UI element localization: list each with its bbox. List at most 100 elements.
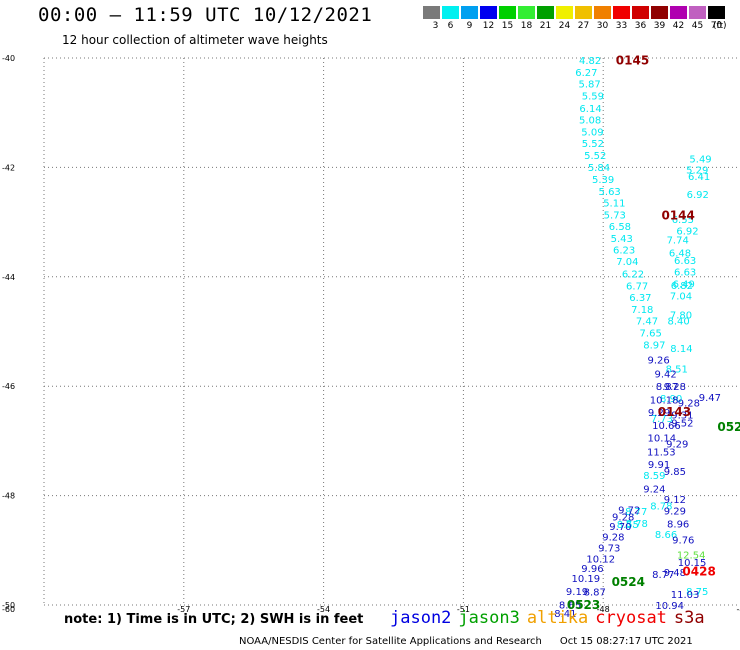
data-point: 11.03 <box>671 590 700 601</box>
data-point: 5.09 <box>581 127 603 138</box>
satellite-cryosat: cryosat <box>595 608 667 628</box>
legend-swatch <box>423 6 440 19</box>
data-point: 4.82 <box>579 56 601 67</box>
data-point: 6.77 <box>626 282 648 293</box>
legend-swatch <box>689 6 706 19</box>
data-point: 9.47 <box>699 393 721 404</box>
data-point: 8.41 <box>554 609 576 620</box>
data-point: 9.42 <box>654 370 676 381</box>
credit-line: NOAA/NESDIS Center for Satellite Applica… <box>239 636 711 647</box>
time-stamp-label: 0523 <box>567 598 600 612</box>
data-point: 9.73 <box>598 544 620 555</box>
data-point: 8.97 <box>643 341 665 352</box>
legend-swatch <box>499 6 516 19</box>
satellite-jason3: jason3 <box>458 608 520 628</box>
x-tick-label: -48 <box>597 605 610 614</box>
data-point: 9.28 <box>612 512 634 523</box>
generated-timestamp: Oct 15 08:27:17 UTC 2021 <box>559 636 693 647</box>
data-point: 6.41 <box>688 172 710 183</box>
time-stamp-label: 052 <box>717 420 740 434</box>
data-point: 5.11 <box>603 198 625 209</box>
data-point: 8.87 <box>584 587 606 598</box>
legend-swatch <box>442 6 459 19</box>
data-point: 6.63 <box>674 256 696 267</box>
data-point: 10.14 <box>647 434 676 445</box>
time-stamp-label: 0428 <box>682 565 715 579</box>
legend-label: 21 <box>539 21 552 31</box>
data-point: 5.29 <box>686 166 708 177</box>
legend-label: 24 <box>558 21 571 31</box>
legend-label: 3 <box>432 21 439 31</box>
legend-label: 9 <box>466 21 473 31</box>
legend-swatch <box>575 6 592 19</box>
data-point: 8.96 <box>667 519 689 530</box>
data-point: 9.29 <box>648 408 670 419</box>
legend-swatch <box>461 6 478 19</box>
legend-swatch <box>613 6 630 19</box>
legend-swatch <box>708 6 725 19</box>
data-point: 9.12 <box>664 495 686 506</box>
data-point: 6.48 <box>669 249 691 260</box>
data-point: 9.28 <box>678 399 700 410</box>
data-point: 10.19 <box>572 574 601 585</box>
x-tick-label: -57 <box>177 605 190 614</box>
legend-swatch <box>518 6 535 19</box>
legend-label: 15 <box>501 21 514 31</box>
data-point: 9.26 <box>647 355 669 366</box>
data-point: 8.78 <box>650 501 672 512</box>
data-point: 6.58 <box>609 222 631 233</box>
legend-label: 27 <box>577 21 590 31</box>
data-point: 9.52 <box>671 418 693 429</box>
y-tick-label: -42 <box>2 163 15 172</box>
data-point: 8.90 <box>660 394 682 405</box>
legend-label: 6 <box>447 21 454 31</box>
data-point: 5.43 <box>611 234 633 245</box>
data-point: 8.14 <box>670 344 692 355</box>
data-point: 5.08 <box>579 115 601 126</box>
data-point: 7.73 <box>651 414 673 425</box>
data-point: 6.82 <box>671 281 693 292</box>
legend-label: 12 <box>482 21 495 31</box>
data-point: 7.80 <box>670 311 692 322</box>
data-point: 6.92 <box>676 226 698 237</box>
data-point: 6.14 <box>579 104 601 115</box>
data-point: 9.24 <box>643 484 665 495</box>
data-point: 9.28 <box>602 533 624 544</box>
legend-label: 39 <box>653 21 666 31</box>
data-point: 6.23 <box>613 245 635 256</box>
data-point: 9.28 <box>664 382 686 393</box>
y-tick-label: -44 <box>2 273 15 282</box>
y-tick-label: -40 <box>2 54 15 63</box>
legend-swatch <box>651 6 668 19</box>
data-point: 5.52 <box>582 139 604 150</box>
data-point: 9.19 <box>566 587 588 598</box>
legend-swatch <box>480 6 497 19</box>
legend-label: 33 <box>615 21 628 31</box>
time-stamp-label: 0524 <box>612 575 645 589</box>
data-point: 6.22 <box>622 270 644 281</box>
data-point: 8.87 <box>656 382 678 393</box>
legend-swatch <box>594 6 611 19</box>
data-point: 10.66 <box>652 421 681 432</box>
credit-text: NOAA/NESDIS Center for Satellite Applica… <box>239 636 542 647</box>
data-point: 9.48 <box>664 568 686 579</box>
data-point: 9.85 <box>664 467 686 478</box>
data-point: 9.29 <box>664 506 686 517</box>
data-point: 8.77 <box>652 570 674 581</box>
data-point: 10.15 <box>678 558 707 569</box>
data-point: 7.04 <box>670 291 692 302</box>
data-point: 6.92 <box>687 190 709 201</box>
legend-swatch <box>537 6 554 19</box>
data-point: 10.94 <box>655 601 684 612</box>
data-point: 5.84 <box>588 163 610 174</box>
data-point: 10.18 <box>650 395 679 406</box>
chart-subtitle: 12 hour collection of altimeter wave hei… <box>62 33 328 47</box>
data-point: 8.55 <box>617 520 639 531</box>
data-point: 5.73 <box>604 210 626 221</box>
legend-swatch <box>632 6 649 19</box>
data-point: 6.63 <box>674 267 696 278</box>
data-point: 9.72 <box>618 505 640 516</box>
y-tick-label: -48 <box>2 492 15 501</box>
footer-note: note: 1) Time is in UTC; 2) SWH is in fe… <box>64 612 364 627</box>
data-point: 6.49 <box>673 279 695 290</box>
